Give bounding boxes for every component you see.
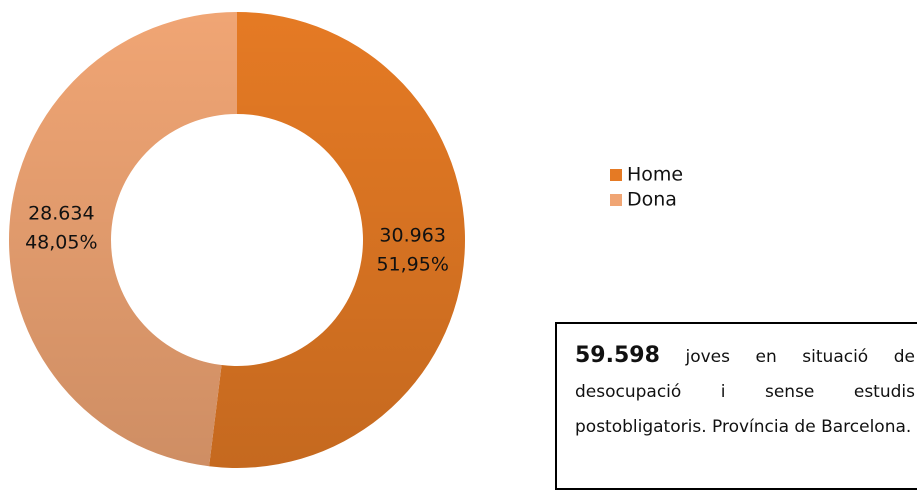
percentage-label: 48,05% [25, 232, 97, 254]
annotation-box: 59.598 joves en situació de desocupació … [555, 322, 917, 490]
annotation-total: 59.598 [575, 343, 660, 368]
value-label: 28.634 [28, 203, 94, 225]
percentage-label: 51,95% [376, 253, 448, 275]
legend-label: Dona [627, 189, 677, 211]
legend-swatch [610, 169, 622, 181]
annotation-text: joves en situació de desocupació i sense… [575, 347, 916, 437]
value-label: 30.963 [379, 224, 445, 246]
slice-shade [209, 12, 465, 468]
slice-shade [8, 12, 238, 467]
legend-label: Home [627, 164, 683, 186]
legend-swatch [610, 194, 622, 206]
